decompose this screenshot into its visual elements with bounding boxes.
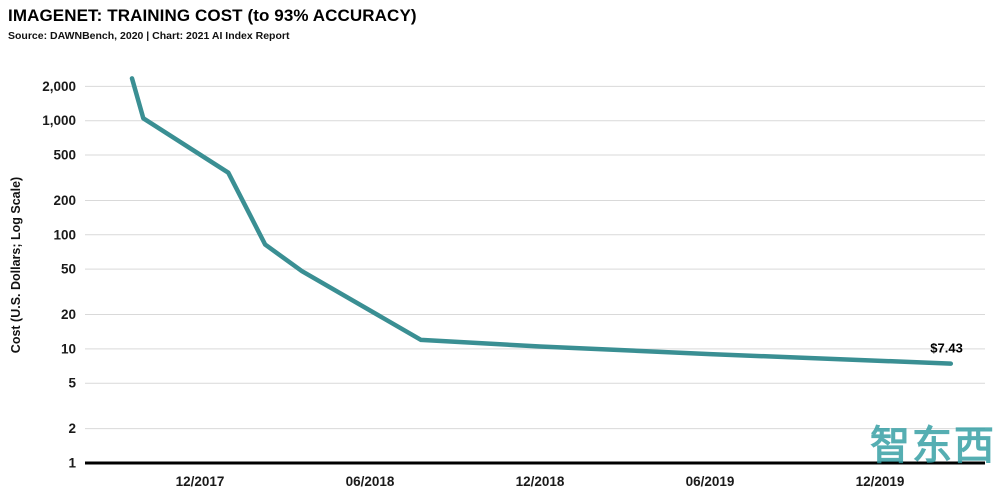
y-tick-label: 50 [61,262,76,277]
y-tick-label: 5 [68,376,76,391]
x-tick-label: 06/2019 [686,474,735,489]
y-tick-label: 20 [61,307,76,322]
chart-subtitle: Source: DAWNBench, 2020 | Chart: 2021 AI… [8,30,290,42]
cost-line [129,76,954,366]
y-tick-label: 1,000 [42,113,76,128]
x-tick-label: 12/2019 [856,474,905,489]
y-tick-label: 500 [53,148,76,163]
y-tick-label: 100 [53,227,76,242]
y-tick-label: 2 [68,421,76,436]
annotation-label: $7.43 [930,341,963,356]
x-tick-label: 12/2017 [176,474,225,489]
chart-title: IMAGENET: TRAINING COST (to 93% ACCURACY… [8,6,417,25]
x-tick-label: 12/2018 [516,474,565,489]
y-tick-label: 1 [68,456,76,471]
y-tick-label: 2,000 [42,79,76,94]
x-tick-label: 06/2018 [346,474,395,489]
y-tick-label: 10 [61,341,76,356]
y-tick-label: 200 [53,193,76,208]
